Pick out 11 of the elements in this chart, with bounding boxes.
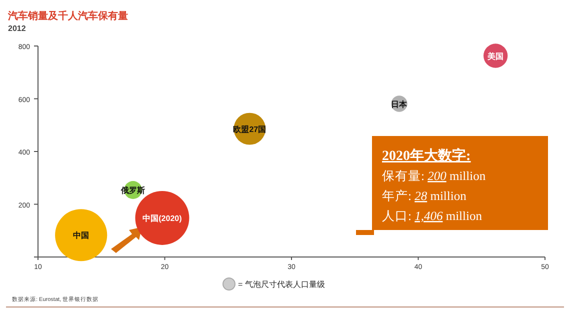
text: = 气泡尺寸代表人口量级 (238, 280, 325, 289)
series-label: 美国 (486, 50, 504, 61)
annotation: 2020年大数字: (382, 147, 471, 164)
annotation: 年产: 28 million (382, 189, 468, 203)
series-label: 中国(2020) (142, 214, 182, 223)
chart-subtitle: 2012 (8, 24, 26, 33)
annotation: 保有量: 200 million (382, 169, 486, 183)
series-label: 日本 (391, 100, 408, 109)
series-label: 中国 (73, 231, 90, 240)
annotation: 人口: 1,406 million (382, 209, 483, 223)
chart-title: 汽车销量及千人汽车保有量 (7, 10, 128, 22)
